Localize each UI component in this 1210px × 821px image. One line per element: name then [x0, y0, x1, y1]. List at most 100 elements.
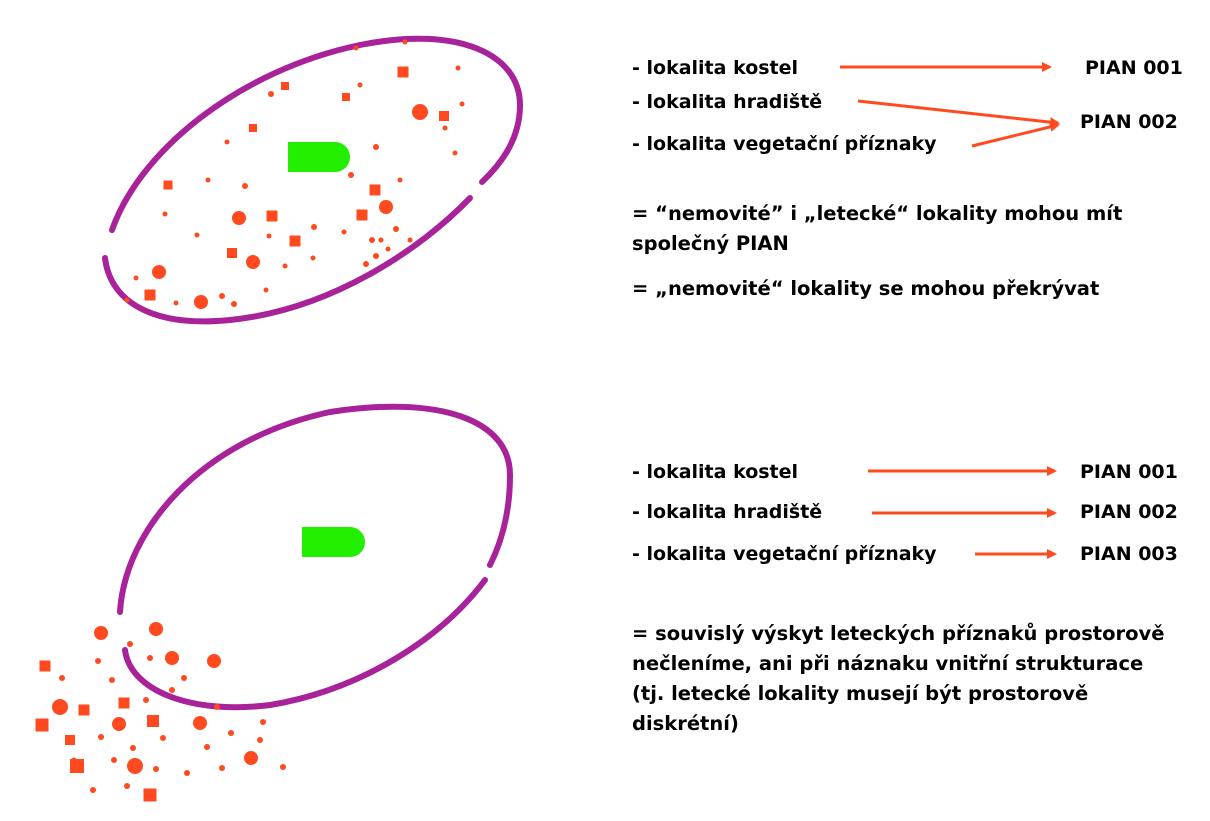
- feature-bottom-circle: [214, 704, 220, 710]
- feature-bottom-square: [144, 789, 157, 802]
- top-pian-002: PIAN 002: [1080, 111, 1178, 133]
- bottom-label-kostel: - lokalita kostel: [632, 461, 798, 483]
- feature-top-circle: [206, 178, 211, 183]
- feature-top-square: [281, 82, 289, 90]
- feature-top-square: [357, 210, 368, 221]
- feature-top-square: [227, 248, 237, 258]
- feature-top-circle: [373, 144, 379, 150]
- bottom-note-line-1: = souvislý výskyt leteckých příznaků pro…: [632, 622, 1164, 645]
- top-label-vegetacni: - lokalita vegetační příznaky: [632, 133, 937, 155]
- feature-top-circle: [398, 178, 403, 183]
- bottom-legend: - lokalita kostel - lokalita hradiště - …: [632, 461, 1178, 735]
- feature-top-circle: [443, 126, 448, 131]
- feature-top-circle: [386, 247, 391, 252]
- feature-top-circle: [460, 102, 465, 107]
- feature-top-circle: [348, 172, 354, 178]
- feature-bottom-circle: [143, 697, 149, 703]
- bottom-label-hradiste: - lokalita hradiště: [632, 501, 822, 523]
- church-symbol-top: [288, 142, 350, 172]
- feature-symbols-bottom: [36, 622, 287, 802]
- feature-bottom-square: [40, 661, 51, 672]
- feature-top-circle: [225, 140, 230, 145]
- feature-bottom-square: [65, 735, 75, 745]
- feature-top-circle: [268, 91, 274, 97]
- feature-top-circle: [363, 261, 369, 267]
- feature-top-circle: [267, 234, 272, 239]
- feature-bottom-circle: [260, 719, 266, 725]
- top-ellipse-arc-lower: [105, 198, 470, 321]
- feature-bottom-circle: [149, 622, 163, 636]
- feature-top-circle: [412, 104, 428, 120]
- top-ellipse: [105, 39, 520, 322]
- feature-bottom-square: [79, 705, 90, 716]
- feature-top-circle: [231, 301, 237, 307]
- feature-bottom-circle: [124, 783, 130, 789]
- feature-bottom-circle: [228, 730, 234, 736]
- feature-top-square: [398, 67, 409, 78]
- feature-top-circle: [393, 226, 399, 232]
- feature-top-circle: [311, 256, 316, 261]
- feature-top-circle: [242, 183, 248, 189]
- feature-bottom-circle: [280, 764, 286, 770]
- feature-bottom-circle: [111, 757, 117, 763]
- feature-top-circle: [453, 151, 458, 156]
- top-label-kostel: - lokalita kostel: [632, 57, 798, 79]
- feature-top-circle: [232, 211, 246, 225]
- top-note-line-3: = „nemovité“ lokality se mohou překrývat: [632, 277, 1099, 300]
- feature-top-circle: [456, 66, 461, 71]
- feature-top-square: [164, 181, 173, 190]
- feature-top-circle: [358, 83, 363, 88]
- feature-bottom-circle: [127, 758, 143, 774]
- feature-top-square: [290, 236, 301, 247]
- bottom-panel: - lokalita kostel - lokalita hradiště - …: [36, 407, 1178, 802]
- feature-top-circle: [379, 238, 384, 243]
- feature-bottom-circle: [153, 766, 159, 772]
- feature-top-square: [267, 211, 278, 222]
- top-legend: - lokalita kostel - lokalita hradiště - …: [632, 57, 1183, 300]
- bottom-label-vegetacni: - lokalita vegetační příznaky: [632, 543, 937, 565]
- feature-top-circle: [246, 255, 260, 269]
- feature-bottom-square: [147, 715, 159, 727]
- feature-top-circle: [264, 288, 269, 293]
- feature-top-square: [145, 290, 156, 301]
- feature-bottom-circle: [165, 651, 179, 665]
- bottom-pian-003: PIAN 003: [1080, 543, 1178, 565]
- church-symbol-bottom: [302, 527, 365, 557]
- feature-top-circle: [219, 293, 225, 299]
- feature-bottom-circle: [127, 641, 133, 647]
- bottom-note-line-4: diskrétní): [632, 712, 739, 735]
- feature-top-circle: [163, 212, 168, 217]
- feature-top-circle: [195, 233, 200, 238]
- feature-top-circle: [403, 40, 408, 45]
- feature-top-square: [439, 111, 449, 121]
- bottom-note-line-2: nečleníme, ani při náznaku vnitřní struk…: [632, 652, 1143, 675]
- feature-bottom-circle: [112, 717, 126, 731]
- feature-bottom-circle: [94, 626, 108, 640]
- feature-bottom-square: [36, 719, 49, 732]
- feature-bottom-circle: [95, 658, 101, 664]
- top-note-line-1: = “nemovité” i „letecké“ lokality mohou …: [632, 202, 1122, 225]
- feature-top-circle: [369, 237, 375, 243]
- feature-top-circle: [373, 253, 379, 259]
- feature-bottom-circle: [160, 735, 166, 741]
- top-note-line-2: společný PIAN: [632, 232, 789, 255]
- feature-top-square: [342, 93, 350, 101]
- feature-bottom-circle: [90, 787, 96, 793]
- feature-top-circle: [311, 224, 317, 230]
- feature-top-square: [249, 124, 257, 132]
- bottom-ellipse-arc-lower: [125, 580, 485, 707]
- feature-bottom-circle: [147, 655, 153, 661]
- feature-bottom-circle: [193, 716, 207, 730]
- feature-top-circle: [152, 265, 166, 279]
- feature-bottom-square: [70, 759, 84, 773]
- bottom-note-line-3: (tj. letecké lokality musejí být prostor…: [632, 682, 1088, 705]
- feature-bottom-circle: [52, 699, 68, 715]
- feature-top-circle: [379, 200, 393, 214]
- feature-top-circle: [408, 238, 413, 243]
- feature-bottom-circle: [130, 745, 136, 751]
- feature-bottom-circle: [207, 654, 221, 668]
- feature-bottom-circle: [257, 737, 263, 743]
- top-panel: - lokalita kostel - lokalita hradiště - …: [105, 39, 1183, 322]
- feature-top-circle: [174, 301, 179, 306]
- feature-top-circle: [283, 264, 288, 269]
